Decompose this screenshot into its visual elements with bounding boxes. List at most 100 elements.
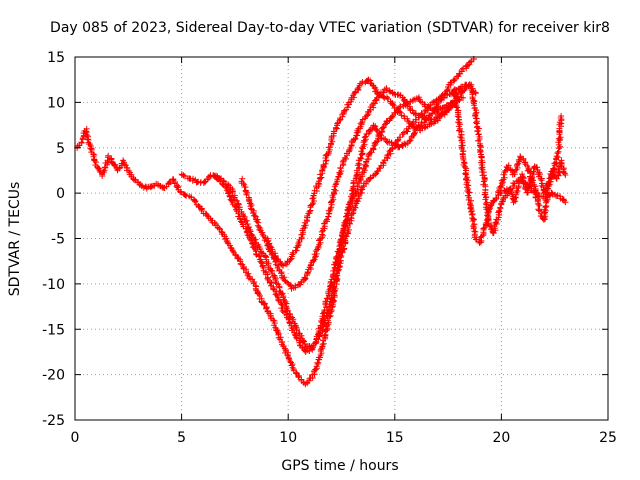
- data-point-markers: [463, 181, 475, 213]
- data-point-markers: [268, 280, 282, 304]
- y-tick-label: 10: [47, 95, 65, 111]
- series-track-g: [451, 86, 565, 246]
- data-point-markers: [310, 354, 323, 378]
- data-point-markers: [267, 312, 282, 341]
- data-point-markers: [507, 178, 521, 193]
- data-point-markers: [227, 186, 242, 208]
- data-point-markers: [189, 175, 204, 186]
- x-tick-label: 10: [279, 430, 297, 446]
- data-point-markers: [143, 182, 158, 192]
- data-point-markers: [331, 158, 347, 193]
- data-point-markers: [386, 137, 401, 155]
- data-point-markers: [332, 117, 343, 132]
- chart-title: Day 085 of 2023, Sidereal Day-to-day VTE…: [50, 20, 610, 36]
- data-point-markers: [511, 156, 524, 178]
- data-point-markers: [200, 172, 214, 186]
- x-tick-label: 5: [177, 430, 186, 446]
- data-point-markers: [399, 94, 414, 114]
- data-point-markers: [298, 210, 313, 242]
- y-tick-label: -5: [51, 232, 65, 248]
- data-point-markers: [404, 127, 419, 147]
- data-point-markers: [297, 269, 311, 288]
- data-point-markers: [467, 81, 480, 114]
- x-tick-label: 20: [492, 430, 510, 446]
- data-point-markers: [302, 371, 316, 388]
- data-point-markers: [235, 204, 250, 227]
- data-point-markers: [370, 165, 384, 179]
- data-point-markers: [355, 159, 370, 187]
- data-point-markers: [288, 236, 303, 260]
- data-point-marker: [558, 112, 565, 119]
- data-point-markers: [294, 370, 307, 386]
- data-point-markers: [354, 137, 368, 169]
- grid-lines: [75, 57, 608, 420]
- data-point-markers: [99, 154, 111, 179]
- data-point-markers: [305, 244, 322, 273]
- data-point-markers: [262, 253, 276, 277]
- data-point-markers: [485, 199, 496, 215]
- data-point-markers: [238, 175, 253, 205]
- data-point-markers: [557, 195, 568, 204]
- data-point-marker: [562, 199, 569, 206]
- data-point-markers: [315, 155, 330, 188]
- x-tick-label: 0: [71, 430, 80, 446]
- data-point-markers: [270, 272, 284, 296]
- data-point-markers: [497, 186, 512, 197]
- data-point-markers: [443, 99, 456, 115]
- data-point-markers: [128, 171, 142, 186]
- data-point-markers: [382, 114, 395, 128]
- data-point-markers: [244, 221, 259, 246]
- data-point-markers: [430, 96, 443, 106]
- data-point-markers: [317, 327, 330, 361]
- series-track-d: [238, 85, 458, 292]
- data-point-markers: [426, 118, 439, 128]
- data-point-markers: [322, 187, 339, 224]
- data-point-markers: [378, 150, 394, 169]
- data-point-markers: [468, 208, 479, 241]
- data-point-markers: [302, 345, 316, 355]
- data-point-markers: [551, 145, 562, 169]
- data-point-markers: [348, 82, 363, 101]
- data-point-markers: [287, 313, 302, 337]
- series-track-c: [211, 81, 473, 351]
- data-point-markers: [434, 109, 449, 124]
- data-point-markers: [322, 128, 338, 159]
- data-point-markers: [347, 182, 361, 210]
- data-point-markers: [480, 209, 492, 232]
- data-point-markers: [170, 176, 184, 195]
- data-point-markers: [250, 280, 265, 305]
- data-point-markers: [510, 183, 522, 206]
- data-point-markers: [82, 125, 99, 168]
- y-tick-label: 0: [56, 186, 65, 202]
- data-point-markers: [417, 123, 431, 134]
- data-point-markers: [337, 96, 355, 123]
- data-point-markers: [476, 144, 488, 185]
- data-point-markers: [303, 339, 319, 350]
- data-point-markers: [490, 196, 499, 205]
- x-tick-label: 15: [386, 430, 404, 446]
- data-point-markers: [544, 165, 558, 192]
- data-point-markers: [383, 85, 396, 97]
- data-point-markers: [105, 152, 120, 172]
- y-tick-label: -10: [42, 277, 65, 293]
- data-point-markers: [415, 94, 429, 110]
- y-tick-label: -15: [42, 322, 65, 338]
- data-point-markers: [253, 240, 268, 259]
- data-point-markers: [493, 200, 505, 223]
- y-axis-label: SDTVAR / TECUs: [7, 182, 23, 297]
- data-point-markers: [259, 299, 274, 317]
- x-tick-label: 25: [599, 430, 617, 446]
- data-point-markers: [365, 96, 380, 115]
- data-point-markers: [330, 237, 344, 279]
- data-point-markers: [314, 218, 331, 251]
- data-point-markers: [459, 148, 471, 186]
- y-tick-label: -20: [42, 368, 65, 384]
- data-point-markers: [208, 217, 223, 233]
- data-point-markers: [374, 90, 388, 101]
- data-point-marker: [562, 171, 569, 178]
- data-point-markers: [327, 264, 343, 305]
- data-point-markers: [476, 226, 487, 246]
- data-point-markers: [233, 208, 249, 232]
- data-point-markers: [278, 290, 293, 318]
- data-point-markers: [517, 153, 529, 168]
